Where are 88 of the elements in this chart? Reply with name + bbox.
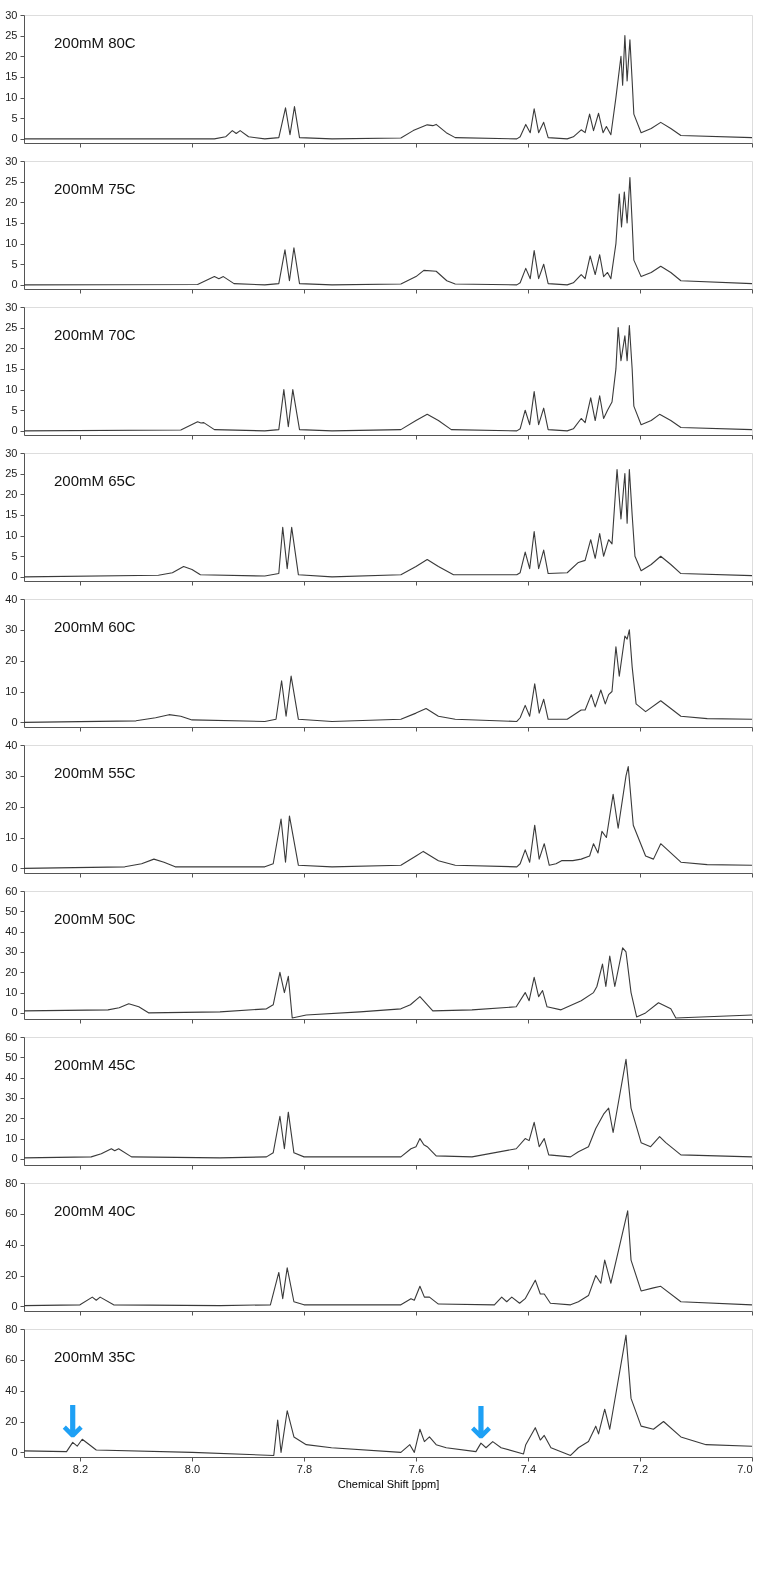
y-tick-label: 5 xyxy=(11,549,18,562)
x-tick-label: 7.6 xyxy=(408,1462,425,1475)
y-tick-label: 30 xyxy=(5,1091,18,1104)
y-tick-label: 15 xyxy=(5,362,18,375)
y-tick-label: 80 xyxy=(5,1322,18,1335)
y-tick-label: 40 xyxy=(5,592,18,605)
y-tick-label: 10 xyxy=(5,685,18,698)
y-tick-label: 15 xyxy=(5,508,18,521)
annotation: 200mM 65C xyxy=(54,472,136,489)
line-series xyxy=(24,1058,752,1159)
y-tick-label: 60 xyxy=(5,884,18,897)
y-tick-label: 10 xyxy=(5,1132,18,1145)
x-tick-label: 7.4 xyxy=(520,1462,537,1475)
y-tick-label: 40 xyxy=(5,738,18,751)
y-tick-label: 0 xyxy=(11,715,18,728)
x-tick-label: 7.2 xyxy=(632,1462,649,1475)
y-tick-label: 30 xyxy=(5,623,18,636)
y-tick-label: 60 xyxy=(5,1207,18,1220)
line-series xyxy=(24,325,752,432)
annotation: 200mM 55C xyxy=(54,764,136,781)
y-tick-label: 20 xyxy=(5,800,18,813)
y-tick-label: 25 xyxy=(5,467,18,480)
y-tick-label: 5 xyxy=(11,111,18,124)
y-tick-label: 20 xyxy=(5,965,18,978)
annotation: 200mM 75C xyxy=(54,180,136,197)
y-tick-label: 20 xyxy=(5,341,18,354)
y-tick-label: 20 xyxy=(5,1415,18,1428)
x-tick-label: 7.8 xyxy=(296,1462,313,1475)
x-axis-title: Chemical Shift [ppm] xyxy=(337,1477,440,1490)
y-tick-label: 40 xyxy=(5,1071,18,1084)
y-tick-label: 25 xyxy=(5,321,18,334)
y-tick-label: 0 xyxy=(11,132,18,145)
y-tick-label: 5 xyxy=(11,257,18,270)
y-tick-label: 10 xyxy=(5,237,18,250)
annotation: 200mM 35C xyxy=(54,1348,136,1365)
y-tick-label: 20 xyxy=(5,1269,18,1282)
y-tick-label: 30 xyxy=(5,154,18,167)
y-tick-label: 15 xyxy=(5,70,18,83)
x-tick-label: 8.0 xyxy=(184,1462,201,1475)
y-tick-label: 20 xyxy=(5,1111,18,1124)
y-tick-label: 50 xyxy=(5,1050,18,1063)
y-tick-label: 0 xyxy=(11,570,18,583)
y-tick-label: 80 xyxy=(5,1176,18,1189)
y-tick-label: 0 xyxy=(11,1445,18,1458)
y-tick-label: 30 xyxy=(5,769,18,782)
annotation: 200mM 45C xyxy=(54,1056,136,1073)
y-tick-label: 30 xyxy=(5,8,18,21)
y-tick-label: 10 xyxy=(5,383,18,396)
annotation: ↓ xyxy=(462,1397,500,1449)
y-tick-label: 50 xyxy=(5,904,18,917)
y-tick-label: 40 xyxy=(5,1238,18,1251)
y-tick-label: 25 xyxy=(5,29,18,42)
y-tick-label: 20 xyxy=(5,49,18,62)
y-tick-label: 5 xyxy=(11,403,18,416)
y-tick-label: 40 xyxy=(5,1384,18,1397)
y-tick-label: 10 xyxy=(5,986,18,999)
y-tick-label: 10 xyxy=(5,91,18,104)
line-series xyxy=(24,468,752,578)
y-tick-label: 20 xyxy=(5,195,18,208)
y-tick-label: 10 xyxy=(5,529,18,542)
y-tick-label: 0 xyxy=(11,1152,18,1165)
y-tick-label: 0 xyxy=(11,861,18,874)
y-tick-label: 0 xyxy=(11,1006,18,1019)
line-series xyxy=(24,766,752,869)
y-tick-label: 0 xyxy=(11,424,18,437)
x-tick-label: 7.0 xyxy=(737,1462,753,1475)
annotation: ↓ xyxy=(54,1396,92,1448)
y-tick-label: 0 xyxy=(11,1299,18,1312)
y-tick-label: 30 xyxy=(5,945,18,958)
y-tick-label: 15 xyxy=(5,216,18,229)
annotation: 200mM 80C xyxy=(54,34,136,51)
line-series xyxy=(24,35,752,140)
y-tick-label: 25 xyxy=(5,175,18,188)
annotation: 200mM 40C xyxy=(54,1202,136,1219)
y-tick-label: 40 xyxy=(5,925,18,938)
x-tick-label: 8.2 xyxy=(72,1462,89,1475)
annotation: 200mM 50C xyxy=(54,910,136,927)
line-series xyxy=(24,176,752,286)
y-tick-label: 10 xyxy=(5,831,18,844)
annotation: 200mM 60C xyxy=(54,618,136,635)
y-tick-label: 30 xyxy=(5,300,18,313)
y-tick-label: 20 xyxy=(5,654,18,667)
y-tick-label: 20 xyxy=(5,487,18,500)
y-tick-label: 60 xyxy=(5,1030,18,1043)
y-tick-label: 0 xyxy=(11,278,18,291)
annotation: 200mM 70C xyxy=(54,326,136,343)
y-tick-label: 30 xyxy=(5,446,18,459)
y-tick-label: 60 xyxy=(5,1353,18,1366)
